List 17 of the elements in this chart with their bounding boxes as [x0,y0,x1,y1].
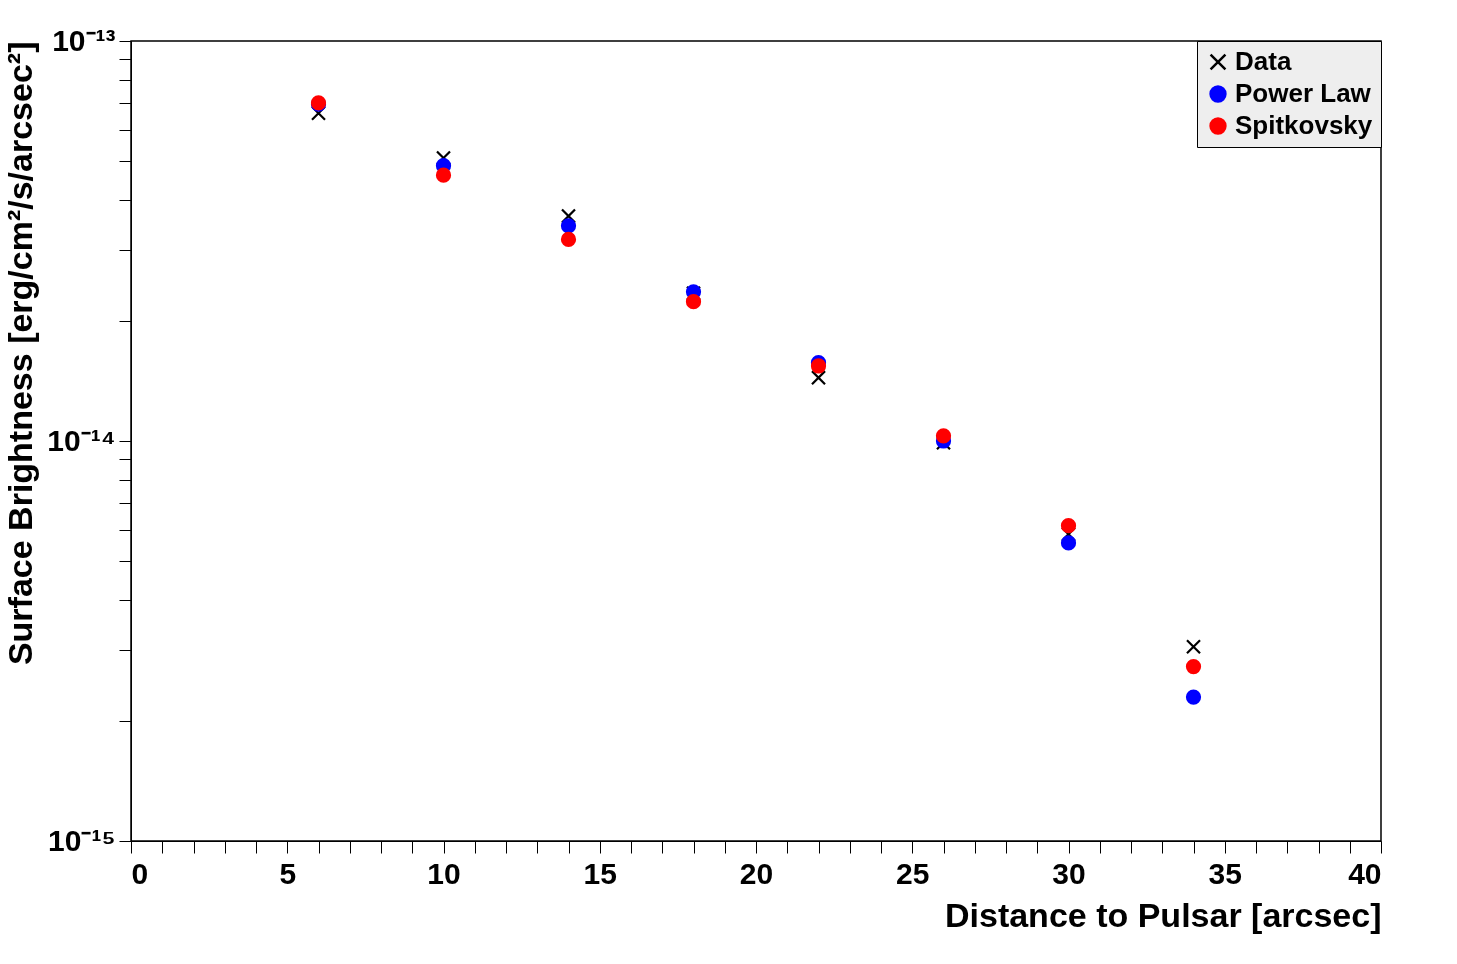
x-tick-label: 15 [583,856,617,890]
x-axis-title: Distance to Pulsar [arcsec] [944,895,1382,934]
legend-label: Data [1235,46,1292,76]
y-tick-label: 10⁻¹⁵ [48,823,116,857]
legend-label: Power Law [1235,78,1372,108]
y-tick-label: 10⁻¹⁴ [47,423,116,457]
x-tick-label: 25 [896,856,930,890]
x-tick-label: 40 [1348,856,1382,890]
x-tick-label: 0 [131,856,149,890]
x-tick-label: 35 [1208,856,1242,890]
x-tick-label: 10 [427,856,461,890]
x-tick-label: 20 [739,856,774,890]
x-tick-label: 5 [279,856,297,890]
legend-label: Spitkovsky [1235,110,1373,140]
x-tick-label: 30 [1052,856,1086,890]
y-tick-label: 10⁻¹³ [52,23,116,57]
y-axis-title: Surface Brightness [erg/cm²/s/arcsec²] [1,41,40,666]
